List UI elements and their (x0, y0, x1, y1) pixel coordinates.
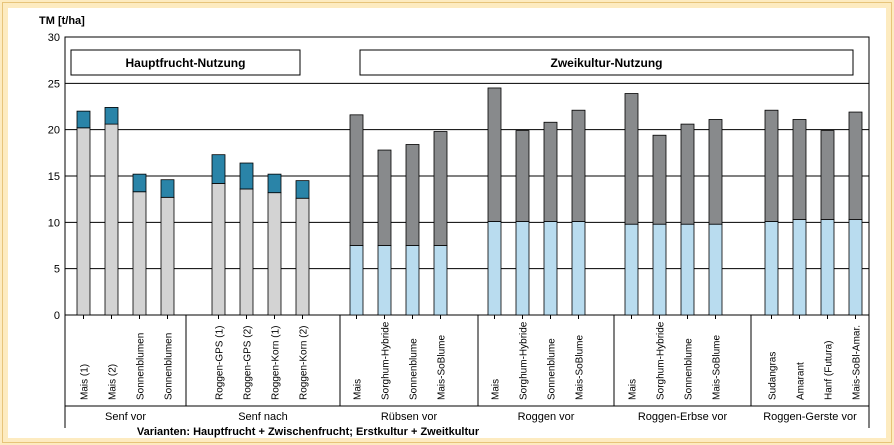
bar-segment-top (543, 121, 558, 222)
bar-segment-base (624, 223, 639, 316)
bar-segment-base (377, 245, 392, 316)
bar-segment-top (820, 130, 835, 220)
x-tick-label: Sonnenblume (409, 338, 420, 400)
bar-segment-top (239, 162, 254, 190)
bar-segment-top (132, 173, 147, 193)
dry-matter-bar-chart: 0 5 10 15 20 25 30 TM [t/ha] Hauptfrucht-Nutzung… (39, 15, 870, 438)
group-label: Roggen-Erbse vor (638, 411, 728, 423)
bar-segment-top (848, 111, 863, 220)
group-label: Roggen-Gerste vor (763, 411, 857, 423)
x-tick-label: Roggen-Korn (1) (271, 326, 282, 400)
plot-area (64, 36, 870, 316)
bar-segment-top (792, 119, 807, 220)
bar-segment-top (680, 123, 695, 225)
bar-segment-top (267, 173, 282, 194)
x-tick-label: Mais (1) (80, 364, 91, 400)
bar-segment-base (571, 221, 586, 316)
bar-segment-base (708, 223, 723, 316)
bar-segment-top (624, 93, 639, 225)
x-tick-label: Sorghum-Hybride (656, 321, 667, 400)
bar-segment-base (487, 221, 502, 316)
chart-panel: 0 5 10 15 20 25 30 TM [t/ha] Hauptfrucht-Nutzung… (8, 8, 886, 438)
bar-segment-base (132, 191, 147, 316)
group-label: Senf vor (105, 411, 146, 423)
bar-segment-top (76, 110, 91, 129)
section-label-box (70, 49, 301, 76)
bar-segment-base (104, 123, 119, 316)
bar-segment-base (211, 183, 226, 316)
group-label: Roggen vor (518, 411, 575, 423)
y-tick-label: 10 (48, 217, 60, 229)
bar-segment-top (487, 87, 502, 222)
bar-segment-base (792, 219, 807, 316)
bar-segment-base (515, 221, 530, 316)
section-label: Zweikultur-Nutzung (551, 56, 663, 70)
bar-segment-base (680, 223, 695, 316)
x-tick-label: Roggen-GPS (1) (215, 326, 226, 400)
y-tick-label: 30 (48, 32, 60, 44)
x-tick-label: Sonnenblume (684, 338, 695, 400)
x-axis-label: Varianten: Hauptfrucht + Zwischenfrucht;… (137, 426, 480, 438)
bar-segment-base (239, 188, 254, 316)
bar-segment-top (515, 130, 530, 222)
bar-segment-base (295, 197, 310, 316)
bar-segment-top (405, 144, 420, 246)
bar-segment-top (295, 180, 310, 199)
y-tick-label: 5 (54, 264, 60, 276)
x-tick-label: Mais-SoBlume (575, 335, 586, 400)
bar-segment-base (76, 127, 91, 316)
y-tick-label: 25 (48, 78, 60, 90)
bar-segment-base (652, 223, 667, 316)
bar-segment-top (211, 154, 226, 184)
y-tick-label: 0 (54, 310, 60, 322)
bar-segment-top (708, 119, 723, 225)
x-tick-label: Mais (628, 379, 639, 400)
bar-segment-top (377, 149, 392, 246)
section-label-box (359, 49, 854, 76)
x-tick-label: Mais-SoBl-Amar. (852, 325, 863, 400)
x-tick-label: Mais-SoBlume (437, 335, 448, 400)
x-tick-label: Hanf (Futura) (824, 341, 835, 400)
y-axis-label: TM [t/ha] (39, 15, 85, 27)
bar-segment-top (764, 109, 779, 222)
bar-segment-top (652, 134, 667, 225)
group-label: Rübsen vor (381, 411, 438, 423)
bar-segment-top (160, 179, 175, 198)
bar-segment-base (267, 192, 282, 316)
bar-segment-base (543, 221, 558, 316)
x-tick-label: Mais (491, 379, 502, 400)
bar-segment-top (571, 109, 586, 222)
bar-segment-top (433, 131, 448, 246)
bar-segment-base (160, 196, 175, 316)
x-tick-label: Sonnenblumen (136, 333, 147, 400)
x-tick-label: Mais (353, 379, 364, 400)
bar-segment-base (349, 245, 364, 316)
x-tick-label: Roggen-GPS (2) (243, 326, 254, 400)
bar-segment-base (764, 221, 779, 316)
x-tick-label: Sorghum-Hybride (381, 321, 392, 400)
bar-segment-base (848, 219, 863, 316)
section-label: Hauptfrucht-Nutzung (126, 56, 246, 70)
x-tick-label: Sudangras (768, 352, 779, 400)
x-tick-label: Amarant (796, 362, 807, 400)
bar-segment-top (349, 114, 364, 246)
x-tick-label: Roggen-Korn (2) (299, 326, 310, 400)
bar-segment-base (820, 219, 835, 316)
y-tick-label: 20 (48, 125, 60, 137)
group-label: Senf nach (238, 411, 288, 423)
y-tick-label: 15 (48, 171, 60, 183)
bar-segment-base (433, 245, 448, 316)
x-tick-label: Sonnenblume (547, 338, 558, 400)
x-tick-label: Mais (2) (108, 364, 119, 400)
bar-segment-top (104, 107, 119, 125)
x-tick-label: Sorghum-Hybride (519, 321, 530, 400)
x-tick-label: Mais-SoBlume (712, 335, 723, 400)
x-tick-label: Sonnenblumen (164, 333, 175, 400)
bar-segment-base (405, 245, 420, 316)
